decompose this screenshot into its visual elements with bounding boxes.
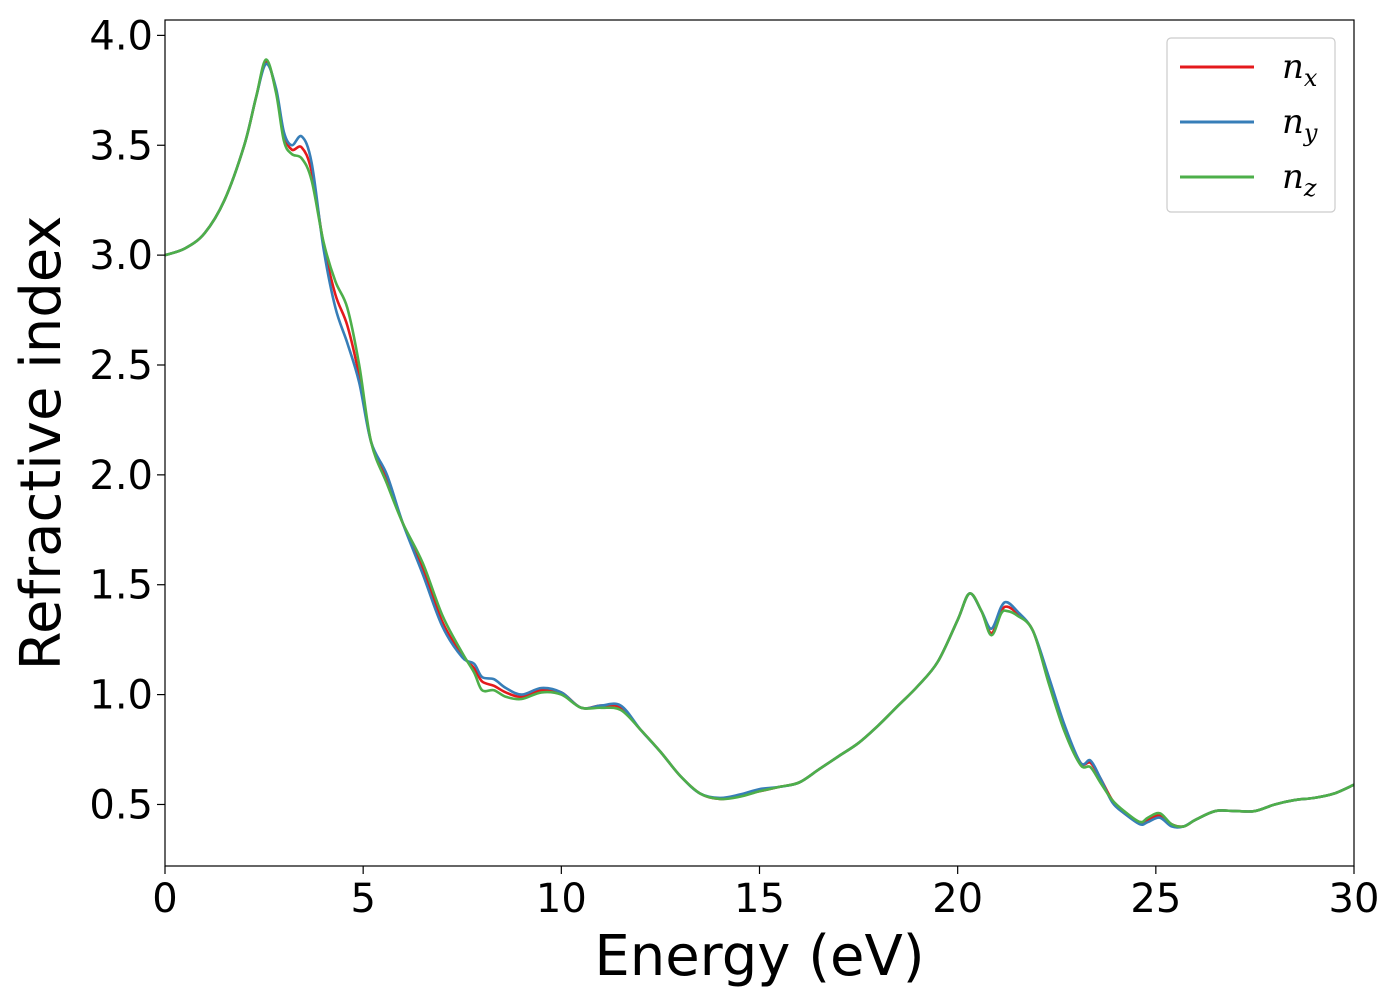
y-tick-label: 3.5 [89, 123, 153, 169]
legend-box [1166, 37, 1336, 213]
series-line-n-z [164, 58, 1355, 829]
y-tick-label: 1.5 [89, 563, 153, 609]
x-axis-title: Energy (eV) [594, 924, 924, 989]
series-layer [164, 58, 1355, 829]
legend-label-base: n [1282, 47, 1304, 87]
y-tick-label: 4.0 [89, 13, 153, 59]
legend-label-base: n [1282, 157, 1304, 197]
x-tick-label: 0 [152, 876, 177, 922]
y-axis-title: Refractive index [9, 216, 74, 671]
series-line-n-y [164, 62, 1355, 829]
legend-item: nx [1180, 47, 1318, 92]
x-tick-label: 5 [350, 876, 375, 922]
y-tick-label: 3.0 [89, 233, 153, 279]
legend-item: ny [1180, 102, 1318, 147]
legend-item: nz [1180, 157, 1317, 202]
x-tick-label: 10 [536, 876, 587, 922]
legend-label: ny [1282, 102, 1318, 147]
y-tick-label: 2.0 [89, 453, 153, 499]
x-tick-label: 30 [1329, 876, 1380, 922]
legend-label-subscript: y [1303, 119, 1318, 147]
x-tick-label: 25 [1130, 876, 1181, 922]
x-axis-ticks: 0 5 10 15 20 25 30 [152, 866, 1379, 922]
y-tick-label: 2.5 [89, 343, 153, 389]
legend-label-base: n [1282, 102, 1304, 142]
x-tick-label: 20 [932, 876, 983, 922]
legend-label: nx [1282, 47, 1318, 92]
x-tick-label: 15 [734, 876, 785, 922]
legend-label-subscript: z [1303, 174, 1317, 202]
y-tick-label: 0.5 [89, 782, 153, 828]
y-tick-label: 1.0 [89, 673, 153, 719]
legend-label-subscript: x [1304, 64, 1318, 92]
y-axis-ticks: 0.5 1.0 1.5 2.0 2.5 3.0 3.5 4.0 [89, 13, 165, 828]
legend-label: nz [1282, 157, 1317, 202]
